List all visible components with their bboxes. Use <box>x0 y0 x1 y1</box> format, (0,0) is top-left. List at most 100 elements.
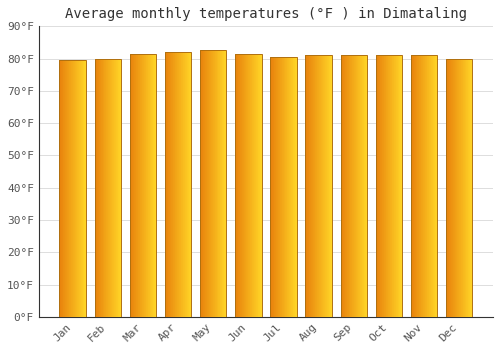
Bar <box>146 54 147 317</box>
Bar <box>114 58 115 317</box>
Bar <box>219 50 220 317</box>
Bar <box>94 58 121 317</box>
Bar <box>310 55 312 317</box>
Bar <box>423 55 424 317</box>
Bar <box>100 58 101 317</box>
Bar <box>316 55 318 317</box>
Bar <box>109 58 110 317</box>
Bar <box>346 55 347 317</box>
Bar <box>389 55 390 317</box>
Bar <box>399 55 400 317</box>
Bar <box>235 54 262 317</box>
Bar <box>97 58 98 317</box>
Bar <box>470 58 471 317</box>
Bar <box>359 55 360 317</box>
Bar <box>469 58 470 317</box>
Bar <box>376 55 402 317</box>
Bar <box>291 57 292 317</box>
Bar <box>66 60 68 317</box>
Bar <box>112 58 113 317</box>
Bar <box>142 54 143 317</box>
Bar <box>136 54 137 317</box>
Bar <box>61 60 62 317</box>
Bar <box>148 54 149 317</box>
Bar <box>271 57 272 317</box>
Bar <box>242 54 243 317</box>
Bar <box>248 54 249 317</box>
Bar <box>143 54 144 317</box>
Bar <box>223 50 224 317</box>
Bar <box>107 58 108 317</box>
Bar <box>380 55 381 317</box>
Bar <box>202 50 203 317</box>
Bar <box>430 55 432 317</box>
Bar <box>246 54 247 317</box>
Bar <box>342 55 343 317</box>
Bar <box>178 52 180 317</box>
Bar <box>261 54 262 317</box>
Bar <box>350 55 351 317</box>
Bar <box>213 50 214 317</box>
Bar <box>165 52 166 317</box>
Bar <box>285 57 286 317</box>
Bar <box>180 52 182 317</box>
Bar <box>168 52 169 317</box>
Bar <box>217 50 218 317</box>
Bar <box>256 54 257 317</box>
Bar <box>386 55 387 317</box>
Bar <box>340 55 342 317</box>
Bar <box>276 57 277 317</box>
Bar <box>466 58 467 317</box>
Bar <box>454 58 456 317</box>
Bar <box>275 57 276 317</box>
Bar <box>401 55 402 317</box>
Bar <box>274 57 275 317</box>
Bar <box>422 55 423 317</box>
Bar <box>355 55 356 317</box>
Bar <box>188 52 190 317</box>
Bar <box>150 54 151 317</box>
Bar <box>365 55 366 317</box>
Bar <box>243 54 244 317</box>
Bar <box>111 58 112 317</box>
Bar <box>60 60 86 317</box>
Bar <box>104 58 105 317</box>
Bar <box>139 54 140 317</box>
Bar <box>411 55 412 317</box>
Bar <box>436 55 438 317</box>
Bar <box>384 55 385 317</box>
Bar <box>377 55 378 317</box>
Bar <box>382 55 383 317</box>
Bar <box>395 55 396 317</box>
Bar <box>324 55 325 317</box>
Bar <box>147 54 148 317</box>
Bar <box>411 55 438 317</box>
Bar <box>290 57 291 317</box>
Bar <box>241 54 242 317</box>
Bar <box>186 52 188 317</box>
Bar <box>167 52 168 317</box>
Bar <box>174 52 175 317</box>
Bar <box>254 54 255 317</box>
Bar <box>106 58 107 317</box>
Bar <box>103 58 104 317</box>
Bar <box>419 55 420 317</box>
Bar <box>358 55 359 317</box>
Bar <box>362 55 363 317</box>
Bar <box>463 58 464 317</box>
Bar <box>140 54 141 317</box>
Bar <box>79 60 80 317</box>
Bar <box>133 54 134 317</box>
Bar <box>396 55 397 317</box>
Bar <box>318 55 320 317</box>
Bar <box>446 58 472 317</box>
Bar <box>391 55 392 317</box>
Bar <box>280 57 281 317</box>
Bar <box>200 50 226 317</box>
Bar <box>170 52 171 317</box>
Bar <box>424 55 426 317</box>
Bar <box>172 52 173 317</box>
Bar <box>461 58 462 317</box>
Bar <box>456 58 458 317</box>
Bar <box>220 50 221 317</box>
